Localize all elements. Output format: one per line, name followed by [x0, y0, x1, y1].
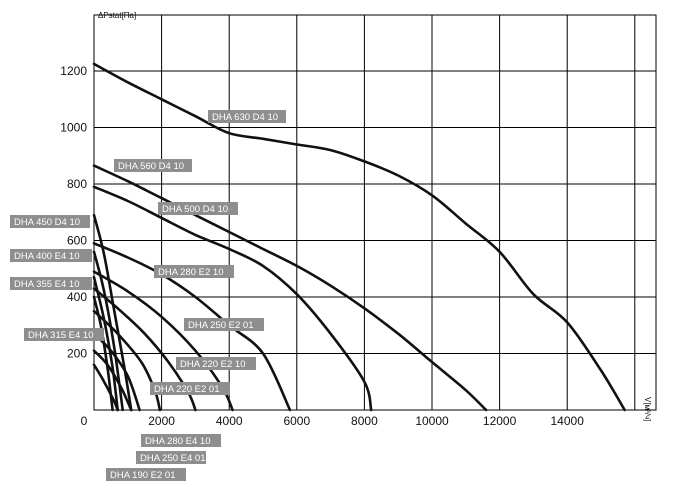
series-line-2: [92, 185, 373, 412]
series-label-bg: [136, 451, 206, 464]
x-axis-title: V[м³/ч]: [643, 397, 652, 421]
y-tick-label: 1000: [60, 121, 87, 135]
series-label-12: DHA 250 E4 01: [136, 451, 206, 464]
series-label-1: DHA 560 D4 10: [114, 159, 192, 172]
x-tick-label: 14000: [551, 414, 585, 428]
series-label-text: DHA 190 E2 01: [110, 470, 176, 481]
x-tick-label: 0: [81, 414, 88, 428]
series-label-bg: [10, 215, 90, 228]
y-axis-title: ΔPstat[Па]: [98, 11, 136, 20]
series-label-text: DHA 250 E4 01: [140, 453, 206, 464]
y-tick-label: 1200: [60, 64, 87, 78]
y-tick-label: 800: [67, 177, 87, 191]
series-line-0: [92, 62, 626, 412]
series-label-text: DHA 560 D4 10: [118, 161, 184, 172]
x-tick-label: 12000: [483, 414, 517, 428]
axes: V[м³/ч] ΔPstat[Па] 0 2000 4000 6000 8000 1000…: [60, 11, 652, 428]
series-label-text: DHA 220 E2 01: [154, 384, 220, 395]
series-label-11: DHA 280 E4 10: [141, 434, 221, 447]
series-label-8: DHA 250 E2 01: [184, 318, 264, 331]
series-label-7: DHA 280 E2 10: [154, 265, 234, 278]
series-label-5: DHA 355 E4 10: [10, 277, 92, 290]
x-tick-label: 6000: [283, 414, 310, 428]
curves: [92, 62, 626, 412]
series-label-bg: [154, 265, 234, 278]
series-line-9: [92, 275, 119, 412]
series-line-7: [92, 213, 133, 412]
series-label-text: DHA 500 D4 10: [162, 204, 228, 215]
x-tick-label: 4000: [216, 414, 243, 428]
series-line-5: [92, 287, 197, 412]
y-tick-label: 400: [67, 290, 87, 304]
series-line-3: [92, 242, 292, 412]
series-label-bg: [184, 318, 264, 331]
series-label-bg: [150, 382, 230, 395]
x-tick-label: 10000: [415, 414, 449, 428]
x-tick-label: 8000: [351, 414, 378, 428]
series-label-text: DHA 250 E2 01: [188, 320, 254, 331]
y-tick-label: 200: [67, 347, 87, 361]
series-label-bg: [176, 357, 256, 370]
series-label-text: DHA 630 D4 10: [212, 112, 278, 123]
y-tick-label: 600: [67, 234, 87, 248]
series-label-bg: [106, 468, 186, 481]
series-label-bg: [141, 434, 221, 447]
series-line-13: [92, 363, 119, 412]
series-label-text: DHA 355 E4 10: [14, 279, 80, 290]
series-label-text: DHA 400 E4 10: [14, 251, 80, 262]
series-line-12: [92, 349, 133, 412]
series-label-bg: [24, 328, 104, 341]
series-label-text: DHA 220 E2 10: [180, 359, 246, 370]
series-label-6: DHA 315 E4 10: [24, 328, 104, 341]
series-label-text: DHA 280 E4 10: [145, 436, 211, 447]
curve-labels: DHA 630 D4 10 DHA 560 D4 10 DHA 500 D4 10 D…: [10, 110, 286, 481]
series-label-bg: [10, 277, 92, 290]
series-label-2: DHA 500 D4 10: [158, 202, 238, 215]
series-label-text: DHA 315 E4 10: [28, 330, 94, 341]
series-label-bg: [10, 249, 92, 262]
series-label-text: DHA 450 D4 10: [14, 217, 80, 228]
plot-frame: [93, 14, 657, 411]
grid: [93, 14, 657, 411]
series-line-1: [92, 164, 488, 412]
series-label-0: DHA 630 D4 10: [208, 110, 286, 123]
series-label-bg: [208, 110, 286, 123]
series-label-4: DHA 400 E4 10: [10, 249, 92, 262]
series-label-13: DHA 190 E2 01: [106, 468, 186, 481]
x-tick-label: 2000: [148, 414, 175, 428]
series-label-bg: [158, 202, 238, 215]
series-label-9: DHA 220 E2 10: [176, 357, 256, 370]
series-label-3: DHA 450 D4 10: [10, 215, 90, 228]
series-label-bg: [114, 159, 192, 172]
series-label-10: DHA 220 E2 01: [150, 382, 230, 395]
series-label-text: DHA 280 E2 10: [158, 267, 224, 278]
